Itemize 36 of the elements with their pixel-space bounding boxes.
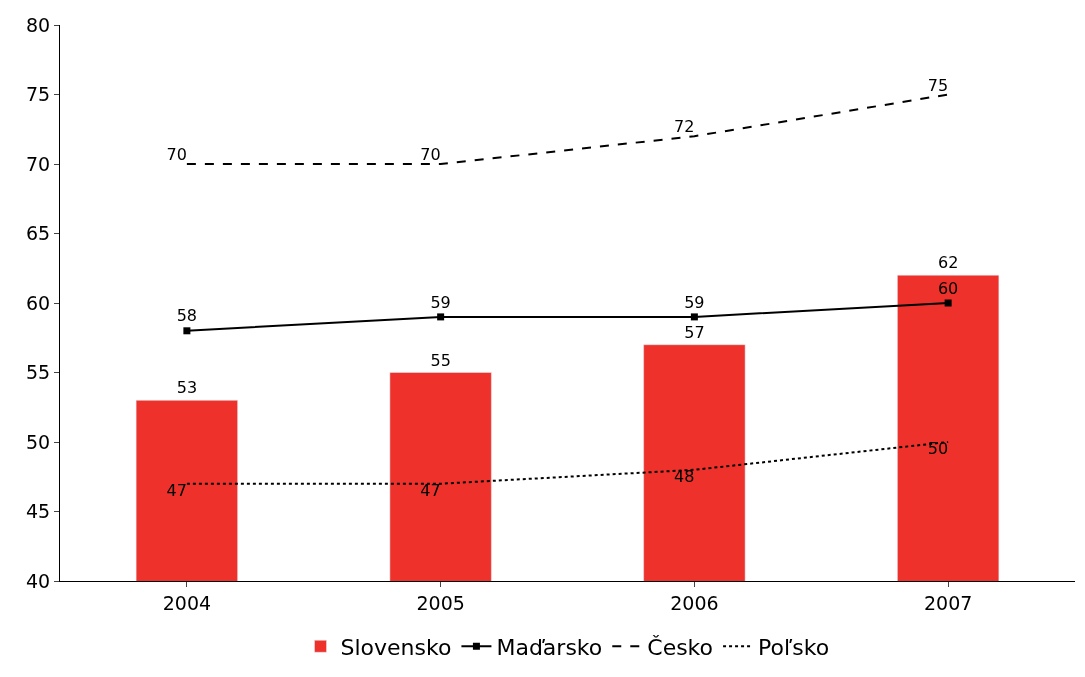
data-label: 62 xyxy=(937,253,959,273)
data-label: 47 xyxy=(166,480,187,500)
y-tick-label: 65 xyxy=(26,222,51,245)
legend-label: Česko xyxy=(647,634,714,660)
data-label: 55 xyxy=(430,350,451,370)
data-label: 58 xyxy=(176,306,198,326)
legend-label: Poľsko xyxy=(758,634,830,660)
data-label: 60 xyxy=(937,278,959,298)
point xyxy=(437,313,445,321)
y-tick-label: 55 xyxy=(26,361,51,384)
legend-label: Slovensko xyxy=(340,634,452,660)
y-tick-label: 70 xyxy=(26,152,51,175)
y-tick-label: 80 xyxy=(26,13,51,36)
point xyxy=(690,313,698,321)
data-label: 48 xyxy=(674,466,695,486)
y-tick-label: 45 xyxy=(26,500,51,523)
data-label: 47 xyxy=(420,480,441,500)
data-label: 75 xyxy=(927,75,949,95)
x-tick-label: 2007 xyxy=(923,591,973,614)
y-tick-label: 75 xyxy=(26,83,51,106)
x-tick-label: 2004 xyxy=(162,591,212,614)
x-tick-label: 2005 xyxy=(416,591,465,614)
point xyxy=(944,299,952,307)
data-label: 53 xyxy=(176,378,198,398)
x-tick-label: 2006 xyxy=(670,591,719,614)
data-label: 70 xyxy=(166,145,187,164)
data-label: 59 xyxy=(684,292,705,312)
point xyxy=(183,327,191,335)
data-label: 72 xyxy=(674,117,695,137)
data-label: 59 xyxy=(430,292,451,312)
y-tick-label: 40 xyxy=(26,569,51,592)
legend-label: Maďarsko xyxy=(496,634,603,660)
y-tick-label: 60 xyxy=(26,291,51,314)
data-label: 70 xyxy=(420,145,441,164)
data-label: 57 xyxy=(684,322,705,342)
y-tick-label: 50 xyxy=(26,430,51,453)
